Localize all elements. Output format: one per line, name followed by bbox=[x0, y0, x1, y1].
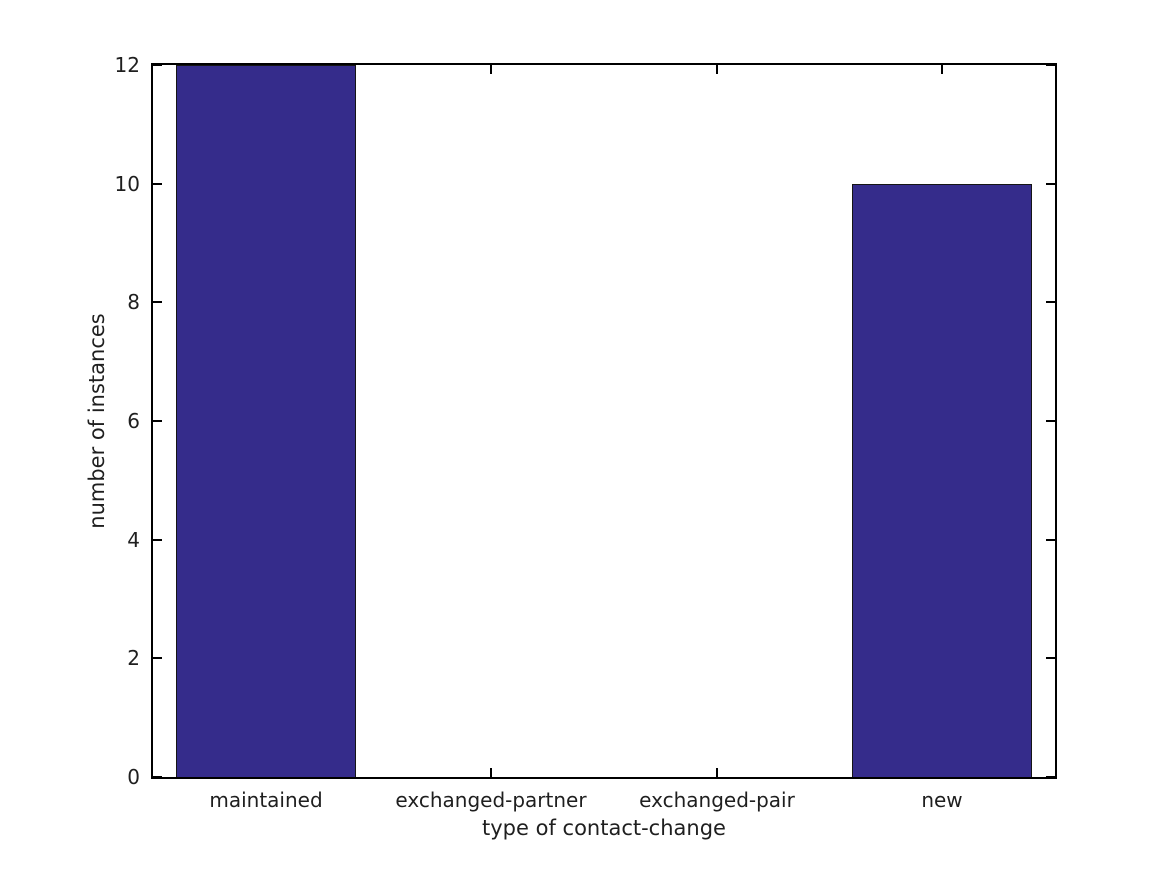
y-tick-label: 12 bbox=[114, 53, 140, 77]
y-tick-label: 10 bbox=[114, 172, 140, 196]
x-tick-top bbox=[716, 65, 718, 74]
x-tick-top bbox=[941, 65, 943, 74]
y-tick-right bbox=[1046, 776, 1055, 778]
x-tick-label: maintained bbox=[209, 788, 323, 812]
y-tick-label: 2 bbox=[127, 646, 140, 670]
y-tick-label: 6 bbox=[127, 409, 140, 433]
y-tick-left bbox=[153, 64, 162, 66]
bar-new bbox=[852, 184, 1032, 777]
x-tick-bottom bbox=[716, 768, 718, 777]
y-tick-right bbox=[1046, 539, 1055, 541]
y-tick-left bbox=[153, 539, 162, 541]
y-tick-left bbox=[153, 301, 162, 303]
x-tick-label: exchanged-pair bbox=[639, 788, 795, 812]
y-tick-left bbox=[153, 776, 162, 778]
x-tick-bottom bbox=[490, 768, 492, 777]
x-tick-label: exchanged-partner bbox=[395, 788, 587, 812]
y-tick-label: 0 bbox=[127, 765, 140, 789]
y-tick-label: 8 bbox=[127, 290, 140, 314]
y-tick-left bbox=[153, 420, 162, 422]
x-tick-top bbox=[490, 65, 492, 74]
y-tick-right bbox=[1046, 657, 1055, 659]
y-tick-label: 4 bbox=[127, 528, 140, 552]
y-tick-right bbox=[1046, 420, 1055, 422]
y-tick-right bbox=[1046, 301, 1055, 303]
y-tick-right bbox=[1046, 64, 1055, 66]
y-tick-left bbox=[153, 657, 162, 659]
plot-area bbox=[151, 63, 1057, 779]
y-tick-right bbox=[1046, 183, 1055, 185]
bar-maintained bbox=[176, 65, 356, 777]
x-tick-label: new bbox=[921, 788, 963, 812]
y-tick-left bbox=[153, 183, 162, 185]
x-axis-label: type of contact-change bbox=[482, 816, 726, 840]
